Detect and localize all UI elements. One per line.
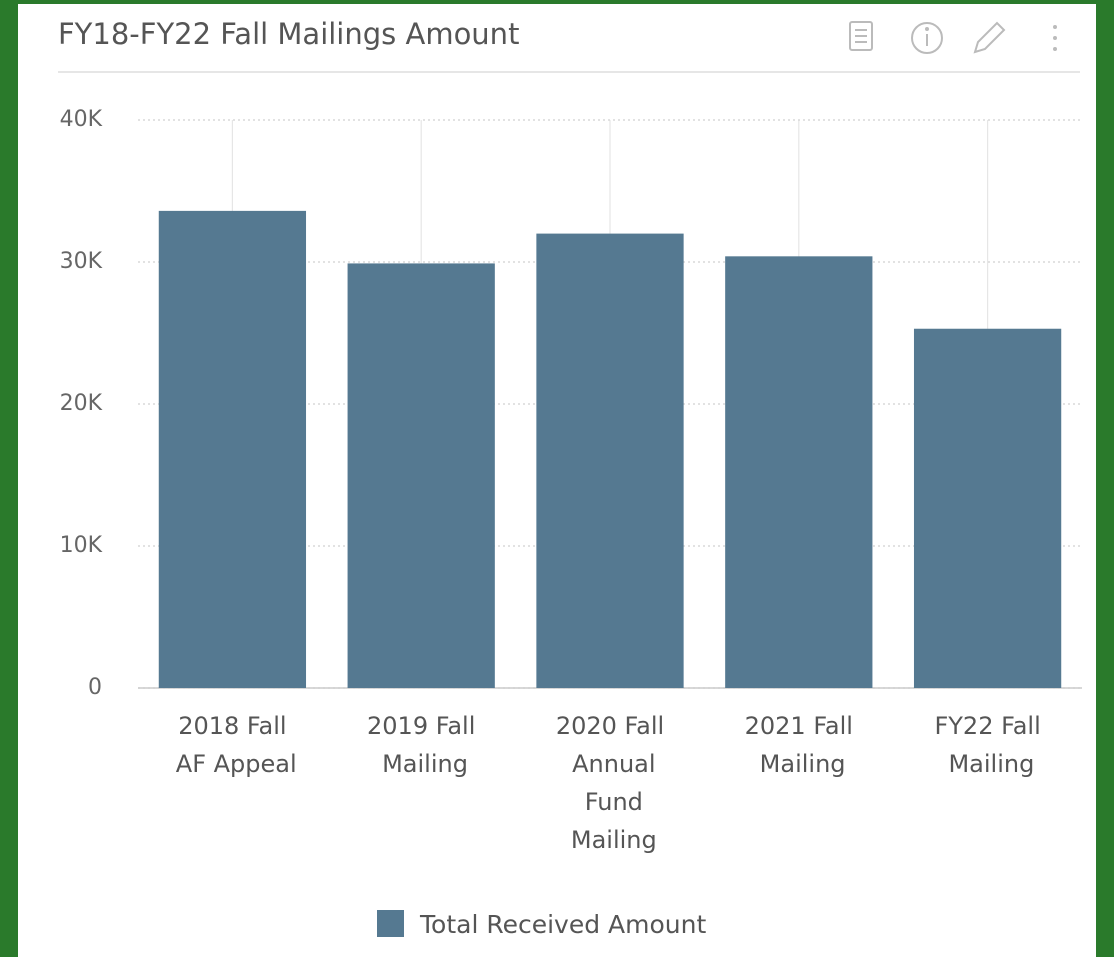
legend-label: Total Received Amount: [419, 910, 706, 939]
bar: [347, 263, 495, 688]
edit-icon[interactable]: [973, 21, 1006, 54]
x-tick-label: 2021 Fall Mailing: [745, 712, 853, 778]
legend-swatch: [377, 910, 404, 937]
bar: [536, 233, 684, 688]
x-tick-label: FY22 Fall Mailing: [934, 712, 1040, 778]
toolbar: [849, 21, 1057, 54]
x-tick-label: 2019 Fall Mailing: [367, 712, 475, 778]
more-icon[interactable]: [1053, 25, 1057, 51]
info-icon[interactable]: [911, 22, 943, 54]
y-tick-label: 40K: [60, 107, 103, 132]
legend: Total Received Amount: [377, 910, 706, 939]
y-tick-label: 30K: [60, 249, 103, 274]
y-tick-label: 10K: [60, 533, 103, 558]
notes-icon[interactable]: [849, 21, 873, 51]
x-tick-label: 2018 Fall AF Appeal: [168, 712, 297, 778]
bar: [913, 328, 1062, 688]
bar: [725, 256, 873, 688]
y-tick-label: 20K: [60, 391, 103, 416]
bar: [158, 210, 307, 688]
x-tick-label: 2020 Fall Annual Fund Mailing: [556, 712, 664, 854]
y-tick-label: 0: [88, 675, 102, 700]
chart-title: FY18-FY22 Fall Mailings Amount: [58, 17, 519, 51]
